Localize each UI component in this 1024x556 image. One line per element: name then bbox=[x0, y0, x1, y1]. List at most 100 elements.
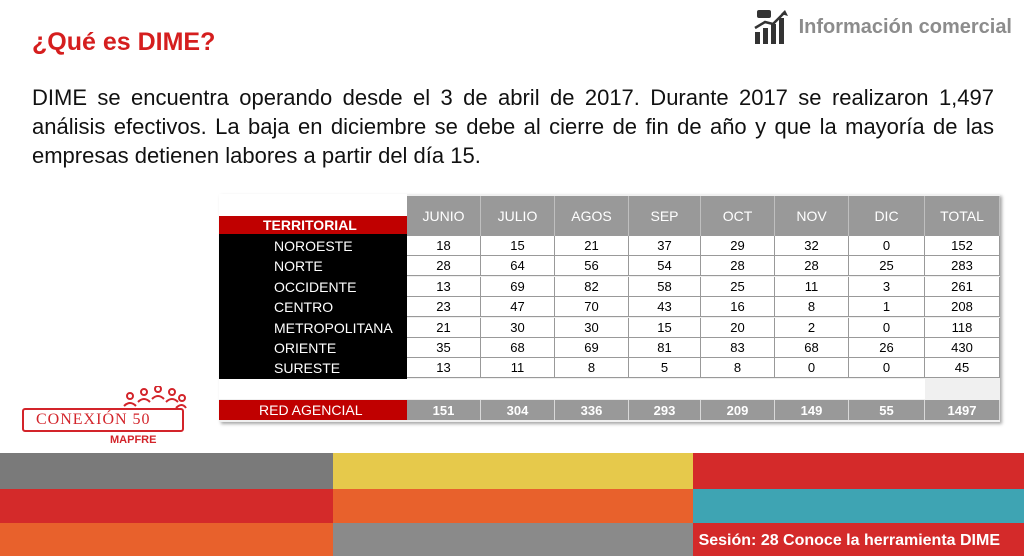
table-cell: 13 bbox=[407, 276, 481, 297]
band-red-bottom bbox=[693, 523, 1024, 556]
table-cell: 1 bbox=[849, 297, 925, 318]
column-header: OCT bbox=[701, 196, 775, 236]
table-cell: 21 bbox=[407, 317, 481, 338]
column-header: JULIO bbox=[481, 196, 555, 236]
table-cell: 118 bbox=[925, 317, 1000, 338]
band-orange-bottom bbox=[0, 523, 333, 556]
table-cell: 15 bbox=[629, 317, 701, 338]
total-cell: 1497 bbox=[925, 400, 1000, 420]
table-cell: 32 bbox=[775, 236, 849, 256]
table-cell: 37 bbox=[629, 236, 701, 256]
table-corner bbox=[219, 194, 407, 216]
people-logo-icon bbox=[123, 386, 187, 409]
table-cell: 83 bbox=[701, 338, 775, 358]
row-header-label: TERRITORIAL bbox=[219, 216, 407, 234]
row-labels-block bbox=[219, 234, 407, 379]
table-cell: 56 bbox=[555, 256, 629, 277]
table-cell: 43 bbox=[629, 297, 701, 318]
table-cell: 430 bbox=[925, 338, 1000, 358]
total-cell: 336 bbox=[555, 400, 629, 420]
table-cell: 20 bbox=[701, 317, 775, 338]
total-cell: 149 bbox=[775, 400, 849, 420]
total-cell: 55 bbox=[849, 400, 925, 420]
table-cell: 30 bbox=[555, 317, 629, 338]
table-cell: 3 bbox=[849, 276, 925, 297]
spacer-row bbox=[219, 379, 925, 399]
row-label: NOROESTE bbox=[274, 238, 353, 254]
logo-brand: MAPFRE bbox=[110, 434, 157, 446]
band-yellow bbox=[333, 453, 693, 489]
section-label: Información comercial bbox=[798, 15, 1012, 38]
table-cell: 0 bbox=[775, 358, 849, 379]
session-footer: Sesión: 28 Conoce la herramienta DIME bbox=[698, 532, 1000, 549]
page-title: ¿Qué es DIME? bbox=[32, 28, 216, 56]
table-cell: 28 bbox=[701, 256, 775, 277]
table-cell: 208 bbox=[925, 297, 1000, 318]
band-red-mid bbox=[0, 489, 333, 523]
table-cell: 28 bbox=[775, 256, 849, 277]
table-cell: 81 bbox=[629, 338, 701, 358]
conexion-50-logo: CONEXIÓN 50 MAPFRE bbox=[22, 386, 192, 448]
table-cell: 11 bbox=[775, 276, 849, 297]
band-teal bbox=[693, 489, 1024, 523]
table-cell: 5 bbox=[629, 358, 701, 379]
band-gray bbox=[0, 453, 333, 489]
table-cell: 47 bbox=[481, 297, 555, 318]
table-cell: 82 bbox=[555, 276, 629, 297]
table-cell: 25 bbox=[849, 256, 925, 277]
table-cell: 15 bbox=[481, 236, 555, 256]
total-cell: 209 bbox=[701, 400, 775, 420]
column-header: SEP bbox=[629, 196, 701, 236]
table-cell: 21 bbox=[555, 236, 629, 256]
table-cell: 2 bbox=[775, 317, 849, 338]
row-label: NORTE bbox=[274, 258, 323, 275]
table-cell: 25 bbox=[701, 276, 775, 297]
table-cell: 261 bbox=[925, 276, 1000, 297]
logo-name: CONEXIÓN 50 bbox=[22, 408, 184, 432]
table-cell: 35 bbox=[407, 338, 481, 358]
total-row-label: RED AGENCIAL bbox=[219, 400, 407, 420]
table-cell: 16 bbox=[701, 297, 775, 318]
table-cell: 26 bbox=[849, 338, 925, 358]
band-orange bbox=[333, 489, 693, 523]
row-label: SURESTE bbox=[274, 360, 341, 377]
table-cell: 58 bbox=[629, 276, 701, 297]
column-header: TOTAL bbox=[925, 196, 1000, 236]
table-cell: 23 bbox=[407, 297, 481, 318]
table-cell: 0 bbox=[849, 236, 925, 256]
table-cell: 45 bbox=[925, 358, 1000, 379]
column-header: DIC bbox=[849, 196, 925, 236]
row-label: METROPOLITANA bbox=[274, 319, 393, 336]
intro-paragraph: DIME se encuentra operando desde el 3 de… bbox=[32, 85, 994, 168]
table-cell: 13 bbox=[407, 358, 481, 379]
table-cell: 29 bbox=[701, 236, 775, 256]
table-cell: 8 bbox=[775, 297, 849, 318]
total-cell: 151 bbox=[407, 400, 481, 420]
table-cell: 8 bbox=[555, 358, 629, 379]
column-header: AGOS bbox=[555, 196, 629, 236]
row-label: OCCIDENTE bbox=[274, 278, 357, 295]
table-cell: 69 bbox=[481, 276, 555, 297]
table-cell: 68 bbox=[775, 338, 849, 358]
total-cell: 293 bbox=[629, 400, 701, 420]
table-cell: 28 bbox=[407, 256, 481, 277]
band-red-top bbox=[693, 453, 1024, 489]
row-label: CENTRO bbox=[274, 299, 334, 316]
table-cell: 283 bbox=[925, 256, 1000, 277]
territorial-table: TERRITORIAL JUNIO JULIO AGOS SEP OCT NOV DIC TO… bbox=[219, 194, 1000, 422]
table-cell: 68 bbox=[481, 338, 555, 358]
handshake-chart-icon bbox=[753, 10, 788, 44]
column-header: JUNIO bbox=[407, 196, 481, 236]
table-cell: 8 bbox=[701, 358, 775, 379]
section-header: Información comercial bbox=[751, 8, 1012, 46]
table-cell: 0 bbox=[849, 317, 925, 338]
table-cell: 64 bbox=[481, 256, 555, 277]
table-cell: 70 bbox=[555, 297, 629, 318]
table-cell: 30 bbox=[481, 317, 555, 338]
total-cell: 304 bbox=[481, 400, 555, 420]
row-label: ORIENTE bbox=[274, 340, 337, 356]
table-cell: 0 bbox=[849, 358, 925, 379]
band-gray-bottom bbox=[333, 523, 693, 556]
table-cell: 69 bbox=[555, 338, 629, 358]
table-cell: 18 bbox=[407, 236, 481, 256]
